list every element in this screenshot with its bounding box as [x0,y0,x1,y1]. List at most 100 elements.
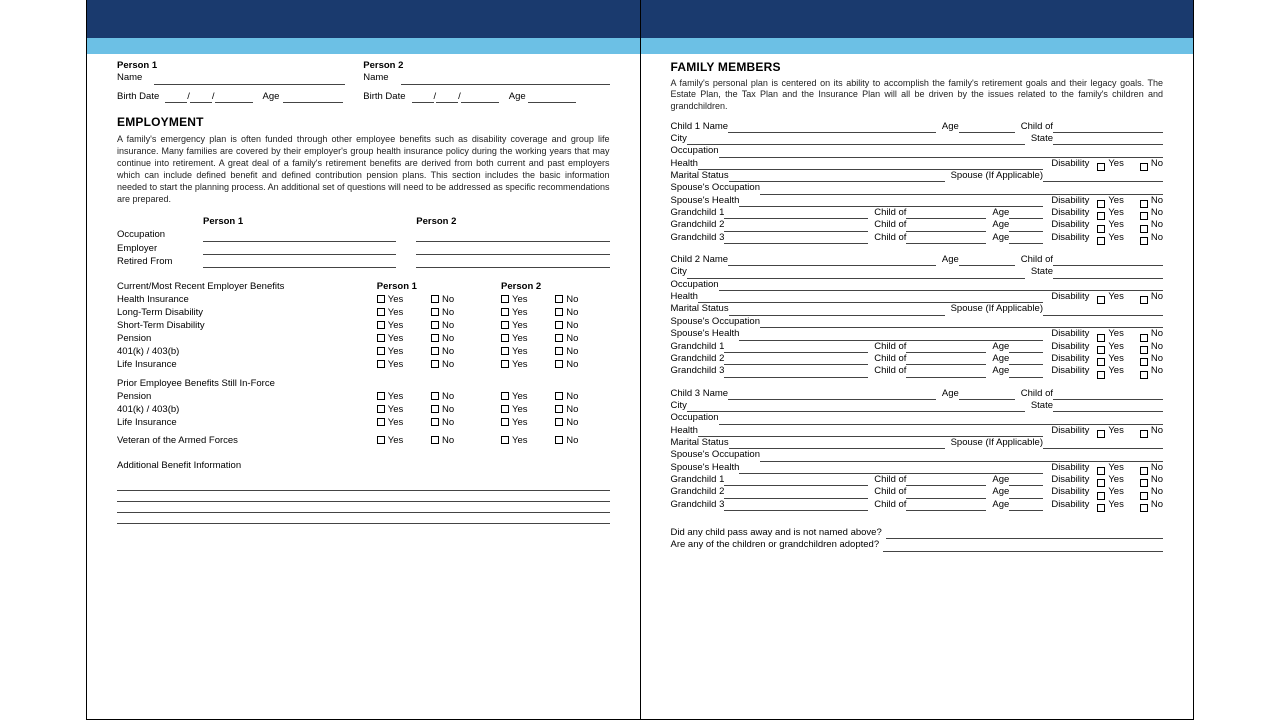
child1-spouse-occ[interactable] [760,194,1163,195]
child1-spouse[interactable] [1043,181,1163,182]
gc3-2-dis-no[interactable] [1140,492,1148,500]
gc2-3-name[interactable] [724,377,868,378]
child2-spouse-occ[interactable] [760,327,1163,328]
child3-city[interactable] [687,411,1025,412]
child1-state[interactable] [1053,144,1163,145]
child1-health-dis-yes[interactable] [1097,163,1105,171]
gc3-3-childof[interactable] [906,510,986,511]
child1-childof[interactable] [1053,132,1163,133]
ben1-p1-no[interactable] [431,308,439,316]
bd2-yyyy[interactable] [461,102,499,103]
ben1-p2-no[interactable] [555,308,563,316]
ben5-p2-yes[interactable] [501,360,509,368]
child3-childof[interactable] [1053,399,1163,400]
prior2-p2-no[interactable] [555,418,563,426]
ben0-p1-no[interactable] [431,295,439,303]
gc3-2-childof[interactable] [906,498,986,499]
bd2-mm[interactable] [412,102,434,103]
gc1-3-age[interactable] [1009,243,1043,244]
prior2-p1-no[interactable] [431,418,439,426]
gc2-1-name[interactable] [724,352,868,353]
additional-line-2[interactable] [117,501,610,502]
gc2-2-dis-yes[interactable] [1097,358,1105,366]
prior2-p2-yes[interactable] [501,418,509,426]
veteran-p1-yes[interactable] [377,436,385,444]
gc1-2-dis-yes[interactable] [1097,225,1105,233]
ben3-p1-yes[interactable] [377,334,385,342]
gc1-3-dis-yes[interactable] [1097,237,1105,245]
ben4-p2-no[interactable] [555,347,563,355]
ben3-p2-yes[interactable] [501,334,509,342]
prior0-p2-no[interactable] [555,392,563,400]
child3-name[interactable] [728,399,936,400]
ben2-p2-no[interactable] [555,321,563,329]
gc1-3-dis-no[interactable] [1140,237,1148,245]
prior2-p1-yes[interactable] [377,418,385,426]
name-input-1[interactable] [154,84,345,85]
gc1-2-name[interactable] [724,231,868,232]
prior1-p1-yes[interactable] [377,405,385,413]
child2-spouse[interactable] [1043,315,1163,316]
ben1-p2-yes[interactable] [501,308,509,316]
gc2-1-childof[interactable] [906,352,986,353]
ben5-p1-yes[interactable] [377,360,385,368]
gc1-2-dis-no[interactable] [1140,225,1148,233]
child2-name[interactable] [728,265,936,266]
ben0-p2-no[interactable] [555,295,563,303]
child2-spouse-dis-yes[interactable] [1097,334,1105,342]
child3-spouse[interactable] [1043,448,1163,449]
child1-spouse-dis-no[interactable] [1140,200,1148,208]
prior1-p2-yes[interactable] [501,405,509,413]
child1-name[interactable] [728,132,936,133]
child1-health-dis-no[interactable] [1140,163,1148,171]
veteran-p2-yes[interactable] [501,436,509,444]
gc2-2-name[interactable] [724,364,868,365]
gc2-3-age[interactable] [1009,377,1043,378]
child1-age[interactable] [959,132,1015,133]
child1-occupation[interactable] [719,157,1163,158]
veteran-p1-no[interactable] [431,436,439,444]
ben5-p2-no[interactable] [555,360,563,368]
gc2-3-childof[interactable] [906,377,986,378]
child3-spouse-dis-yes[interactable] [1097,467,1105,475]
bd2-dd[interactable] [436,102,458,103]
child3-spouse-dis-no[interactable] [1140,467,1148,475]
child2-marital[interactable] [729,315,945,316]
additional-line-4[interactable] [117,523,610,524]
gc2-2-childof[interactable] [906,364,986,365]
prior0-p1-no[interactable] [431,392,439,400]
prior1-p2-no[interactable] [555,405,563,413]
child2-occupation[interactable] [719,290,1163,291]
gc3-3-age[interactable] [1009,510,1043,511]
child3-health-dis-yes[interactable] [1097,430,1105,438]
gc2-1-dis-yes[interactable] [1097,346,1105,354]
child1-city[interactable] [687,144,1025,145]
name-input-2[interactable] [401,84,610,85]
ben4-p2-yes[interactable] [501,347,509,355]
child2-health-dis-no[interactable] [1140,296,1148,304]
age-input-1[interactable] [283,102,343,103]
gc1-1-name[interactable] [724,218,868,219]
child3-state[interactable] [1053,411,1163,412]
gc1-1-dis-no[interactable] [1140,212,1148,220]
gc3-2-name[interactable] [724,498,868,499]
gc3-1-dis-yes[interactable] [1097,479,1105,487]
gc3-1-name[interactable] [724,485,868,486]
child1-spouse-dis-yes[interactable] [1097,200,1105,208]
gc1-3-childof[interactable] [906,243,986,244]
gc2-1-age[interactable] [1009,352,1043,353]
age-input-2[interactable] [528,102,576,103]
child3-marital[interactable] [729,448,945,449]
ben5-p1-no[interactable] [431,360,439,368]
additional-line-3[interactable] [117,512,610,513]
ben1-p1-yes[interactable] [377,308,385,316]
passaway-input[interactable] [886,538,1163,539]
veteran-p2-no[interactable] [555,436,563,444]
prior0-p2-yes[interactable] [501,392,509,400]
gc1-1-childof[interactable] [906,218,986,219]
bd1-yyyy[interactable] [215,102,253,103]
gc3-3-dis-yes[interactable] [1097,504,1105,512]
ben2-p1-no[interactable] [431,321,439,329]
bd1-mm[interactable] [165,102,187,103]
ben3-p1-no[interactable] [431,334,439,342]
